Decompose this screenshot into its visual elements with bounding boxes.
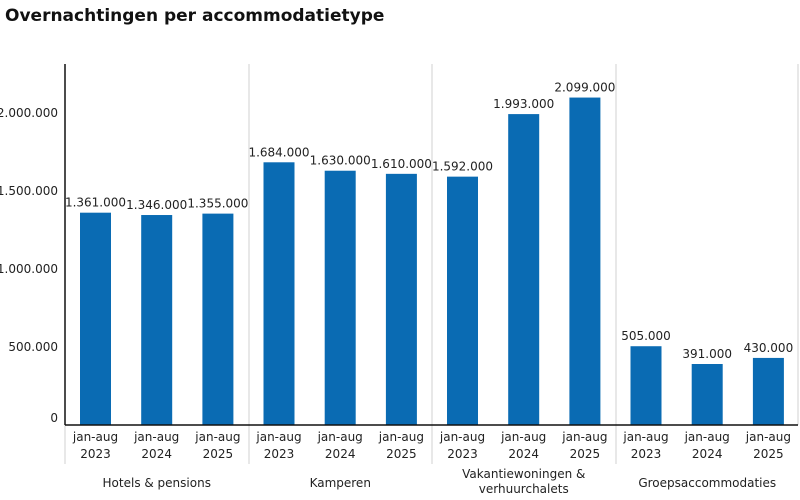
y-tick-label: 1.000.000 [0, 262, 58, 276]
group-label: verhuurchalets [479, 482, 569, 496]
x-tick-label: 2025 [753, 447, 784, 461]
data-label: 1.346.000 [126, 198, 187, 212]
y-tick-label: 2.000.000 [0, 106, 58, 120]
bar [202, 213, 234, 425]
data-label: 1.993.000 [493, 97, 554, 111]
x-tick-label: 2024 [325, 447, 356, 461]
x-tick-label: jan-aug [745, 430, 791, 444]
x-tick-label: 2025 [203, 447, 234, 461]
x-tick-label: 2023 [80, 447, 111, 461]
x-tick-label: jan-aug [255, 430, 301, 444]
x-tick-label: jan-aug [439, 430, 485, 444]
x-tick-label: 2024 [692, 447, 723, 461]
x-tick-label: jan-aug [133, 430, 179, 444]
data-label: 1.355.000 [187, 197, 248, 211]
x-tick-label: jan-aug [194, 430, 240, 444]
bar [569, 97, 601, 425]
x-tick-label: jan-aug [72, 430, 118, 444]
y-tick-label: 500.000 [8, 340, 58, 354]
bar [141, 215, 173, 425]
x-tick-label: jan-aug [561, 430, 607, 444]
group-label: Kamperen [310, 476, 371, 490]
x-tick-label: jan-aug [622, 430, 668, 444]
data-label: 1.684.000 [248, 145, 309, 159]
bar [691, 364, 723, 425]
bar [324, 170, 356, 425]
x-tick-label: 2023 [631, 447, 662, 461]
x-tick-label: jan-aug [500, 430, 546, 444]
bar [80, 212, 111, 425]
x-tick-label: 2024 [508, 447, 539, 461]
x-tick-label: 2024 [141, 447, 172, 461]
data-label: 505.000 [621, 329, 671, 343]
x-tick-label: jan-aug [684, 430, 730, 444]
data-label: 1.630.000 [310, 154, 371, 168]
x-tick-label: jan-aug [378, 430, 424, 444]
y-tick-label: 0 [50, 411, 58, 425]
bar [385, 173, 417, 425]
data-label: 1.592.000 [432, 160, 493, 174]
data-label: 391.000 [682, 347, 732, 361]
bar [752, 357, 784, 425]
bar [630, 346, 662, 425]
x-tick-label: 2023 [447, 447, 478, 461]
data-label: 1.361.000 [65, 196, 126, 210]
data-label: 2.099.000 [554, 81, 615, 95]
y-tick-label: 1.500.000 [0, 184, 58, 198]
group-label: Groepsaccommodaties [638, 476, 776, 490]
group-label: Vakantiewoningen & [462, 467, 585, 481]
x-tick-label: 2025 [570, 447, 601, 461]
x-tick-label: 2025 [386, 447, 417, 461]
group-label: Hotels & pensions [103, 476, 211, 490]
x-tick-label: 2023 [264, 447, 295, 461]
chart-title: Overnachtingen per accommodatietype [5, 6, 385, 26]
bar [447, 176, 478, 425]
x-tick-label: jan-aug [317, 430, 363, 444]
bar [263, 162, 295, 425]
data-label: 430.000 [744, 341, 794, 355]
data-label: 1.610.000 [371, 157, 432, 171]
bar [508, 114, 540, 425]
